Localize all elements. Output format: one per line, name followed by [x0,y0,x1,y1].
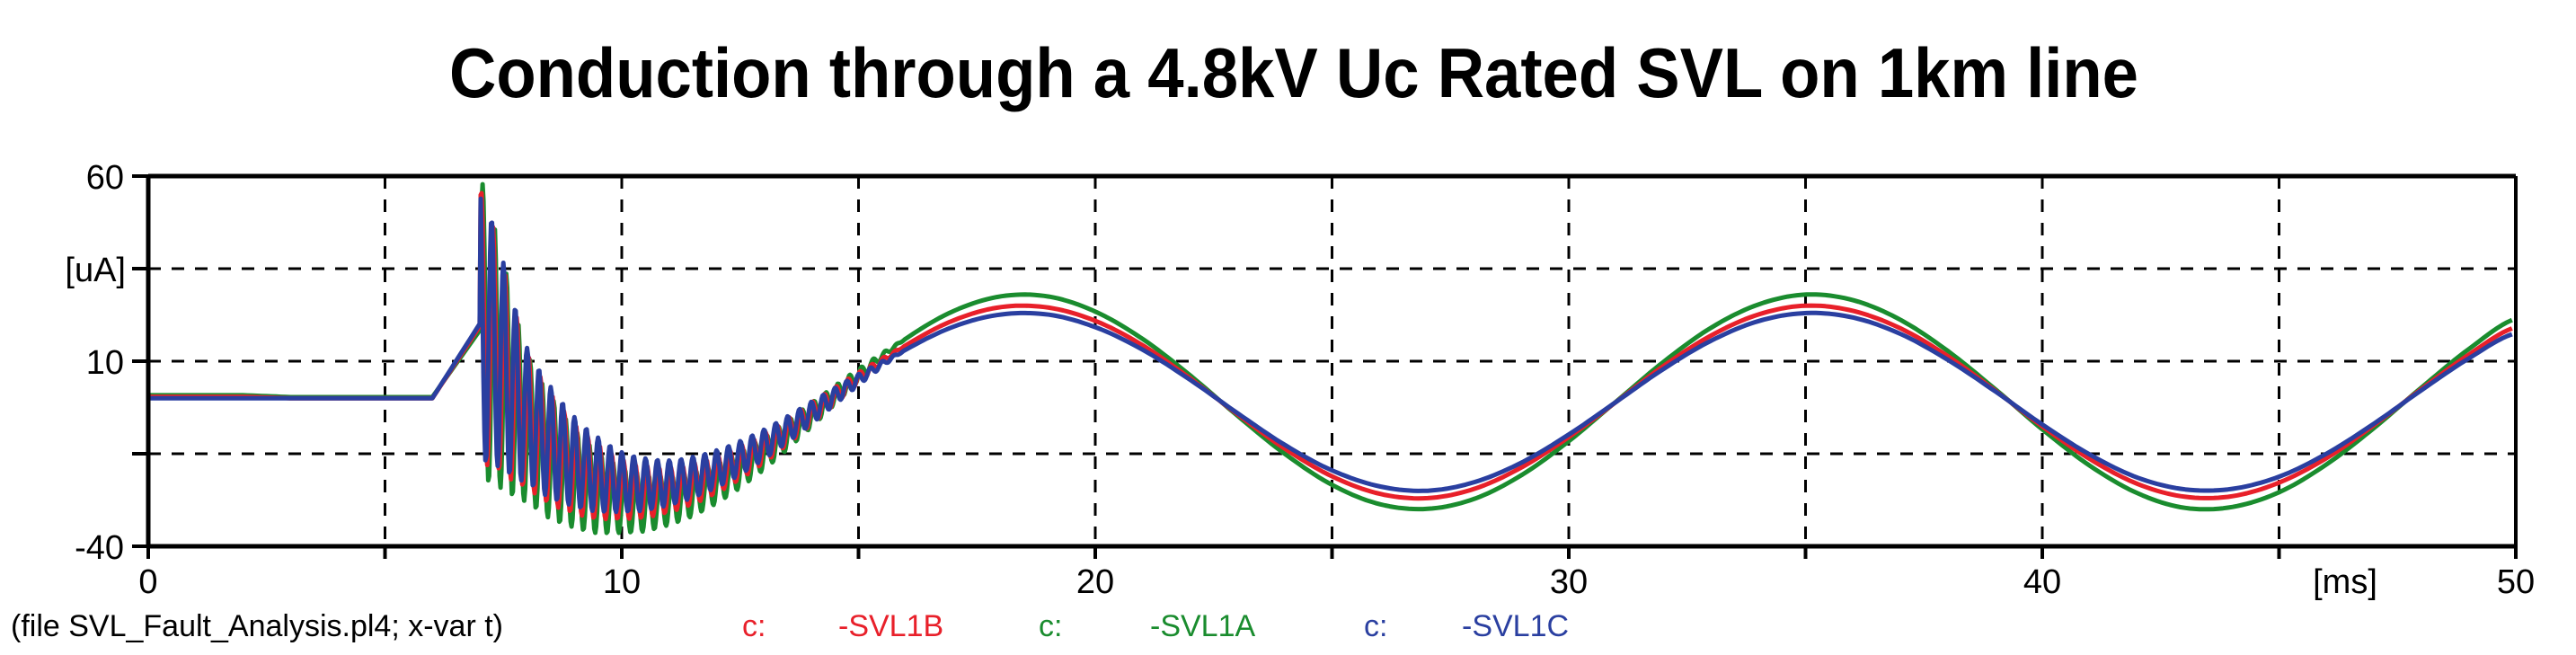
x-tick-label: 20 [1076,563,1114,601]
y-tick-label: 10 [86,344,124,382]
y-axis-unit-label: [uA] [65,252,126,289]
x-tick-label: 30 [1550,563,1588,601]
legend-entry-svl1a: -SVL1A [1150,609,1255,643]
x-tick-label: 50 [2497,563,2535,601]
x-tick-label: 40 [2023,563,2061,601]
legend-prefix-svl1c: c: [1364,609,1387,643]
file-info: (file SVL_Fault_Analysis.pl4; x-var t) [11,609,503,643]
series-line-svl1c [148,196,2513,515]
legend-prefix-svl1b: c: [742,609,766,643]
legend-entry-svl1b: -SVL1B [838,609,943,643]
axes [132,173,2518,559]
y-tick-label: 60 [86,159,124,197]
legend-prefix-svl1a: c: [1039,609,1062,643]
chart-title: Conduction through a 4.8kV Uc Rated SVL … [449,33,2138,112]
y-tick-label: -40 [75,529,124,567]
x-tick-label: 0 [138,563,157,601]
legend-entry-svl1c: -SVL1C [1462,609,1569,643]
x-axis-unit-label: [ms] [2313,563,2377,601]
x-tick-label: 10 [603,563,641,601]
plot-area [148,181,2513,536]
